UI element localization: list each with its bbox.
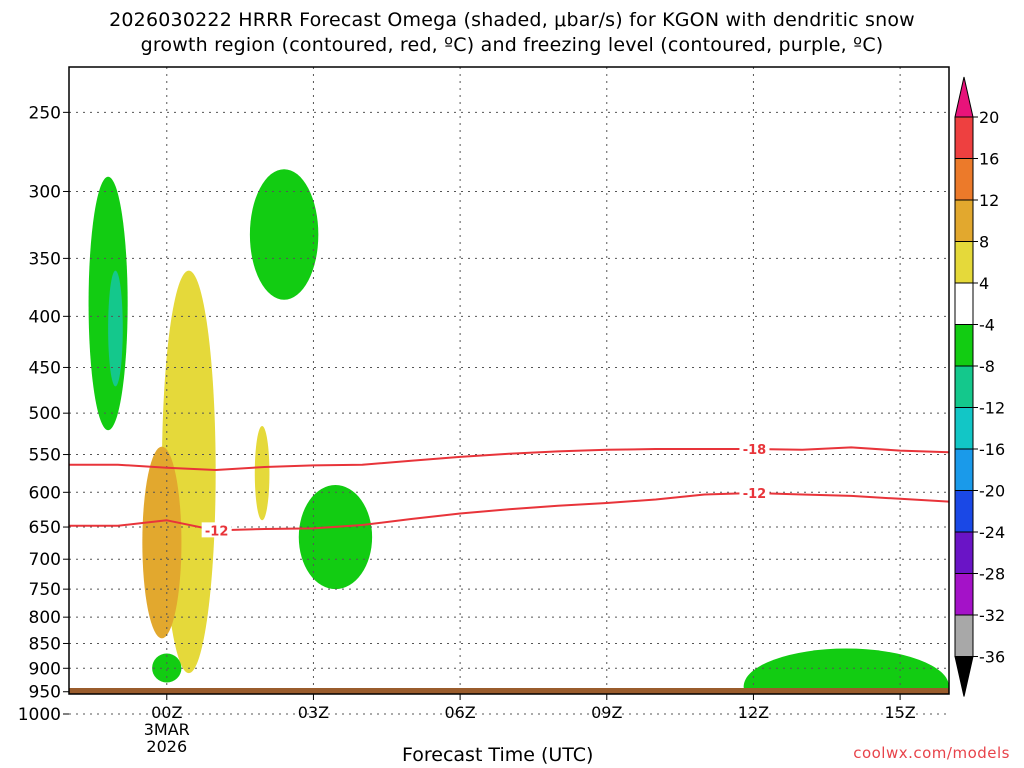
colorbar-bin [954, 448, 974, 491]
colorbar-bin [954, 407, 974, 450]
colorbar-bin [954, 282, 974, 325]
omega-region-ascent-low [93, 710, 147, 725]
plot-area [69, 67, 949, 694]
colorbar-label-8: 8 [979, 233, 989, 252]
y-tick-label-750: 750 [29, 580, 61, 600]
y-tick-label-250: 250 [29, 103, 61, 123]
contour-label-bg [739, 440, 770, 456]
colorbar-label--16: -16 [979, 440, 1005, 459]
x-tick-label-15Z: 15Z [884, 703, 915, 722]
colorbar-label-4: 4 [979, 274, 989, 293]
colorbar-label--24: -24 [979, 523, 1005, 542]
omega-region-ascent-mid [298, 485, 373, 590]
colorbar-bin [954, 324, 974, 367]
contour-label-bg [201, 522, 232, 538]
x-tick-label-06Z: 06Z [444, 703, 475, 722]
colorbar-label--32: -32 [979, 606, 1005, 625]
x-tick-label-00Z: 00Z [151, 703, 182, 722]
colorbar-arrow-top [954, 76, 974, 118]
colorbar-bin [954, 241, 974, 284]
chart-title-line-1: 2026030222 HRRR Forecast Omega (shaded, … [109, 9, 915, 31]
colorbar-label-20: 20 [979, 108, 999, 127]
y-tick-label-350: 350 [29, 249, 61, 269]
colorbar-bin [954, 614, 974, 657]
y-tick-label-500: 500 [29, 404, 61, 424]
omega-region-descent-thin [254, 426, 270, 521]
colorbar-label--28: -28 [979, 565, 1005, 584]
contour-label: -12 [743, 487, 767, 502]
contour-label: -12 [205, 524, 229, 539]
omega-region-descent-core [142, 446, 182, 639]
y-tick-label-300: 300 [29, 182, 61, 202]
y-tick-label-650: 650 [29, 518, 61, 538]
x-tick-sublabel: 2026 [146, 737, 187, 756]
ground-strip [69, 688, 949, 694]
y-tick-label-450: 450 [29, 358, 61, 378]
chart-title-line-2: growth region (contoured, red, ºC) and f… [140, 34, 884, 56]
contour-label-bg [739, 485, 770, 501]
colorbar-bin [954, 531, 974, 574]
y-tick-label-550: 550 [29, 446, 61, 466]
omega-region-ascent-low [743, 648, 949, 694]
colorbar-label--36: -36 [979, 648, 1005, 667]
colorbar-bin [954, 199, 974, 242]
x-tick-label-09Z: 09Z [591, 703, 622, 722]
colorbar-label-16: 16 [979, 150, 999, 169]
colorbar-bin [954, 116, 974, 159]
x-axis-title: Forecast Time (UTC) [402, 744, 594, 766]
contour-line--18 [69, 446, 949, 471]
y-tick-label-800: 800 [29, 608, 61, 628]
plot-frame [68, 66, 950, 695]
x-tick-label-03Z: 03Z [298, 703, 329, 722]
colorbar-label--8: -8 [979, 357, 995, 376]
colorbar-bin [954, 573, 974, 616]
omega-region-ascent-upper [249, 169, 319, 300]
omega-region-ascent-core [108, 270, 123, 387]
colorbar-label-12: 12 [979, 191, 999, 210]
credit-text: coolwx.com/models [853, 744, 1010, 762]
y-tick-label-1000: 1000 [18, 705, 61, 725]
x-tick-label-12Z: 12Z [738, 703, 769, 722]
omega-region-ascent-small [152, 653, 182, 683]
y-tick-label-600: 600 [29, 483, 61, 503]
colorbar-label--20: -20 [979, 482, 1005, 501]
colorbar-bin [954, 365, 974, 408]
y-tick-label-900: 900 [29, 659, 61, 679]
y-tick-label-950: 950 [29, 683, 61, 703]
y-tick-label-400: 400 [29, 307, 61, 327]
colorbar-label--4: -4 [979, 316, 995, 335]
y-tick-label-850: 850 [29, 634, 61, 654]
contour-label: -18 [743, 443, 767, 458]
y-tick-label-700: 700 [29, 550, 61, 570]
colorbar-label--12: -12 [979, 399, 1005, 418]
x-tick-sublabel: 3MAR [144, 720, 190, 739]
contour-line-freezing-level [812, 720, 949, 727]
colorbar-arrow-bottom [954, 656, 974, 697]
colorbar-bin [954, 158, 974, 201]
colorbar-bin [954, 490, 974, 533]
